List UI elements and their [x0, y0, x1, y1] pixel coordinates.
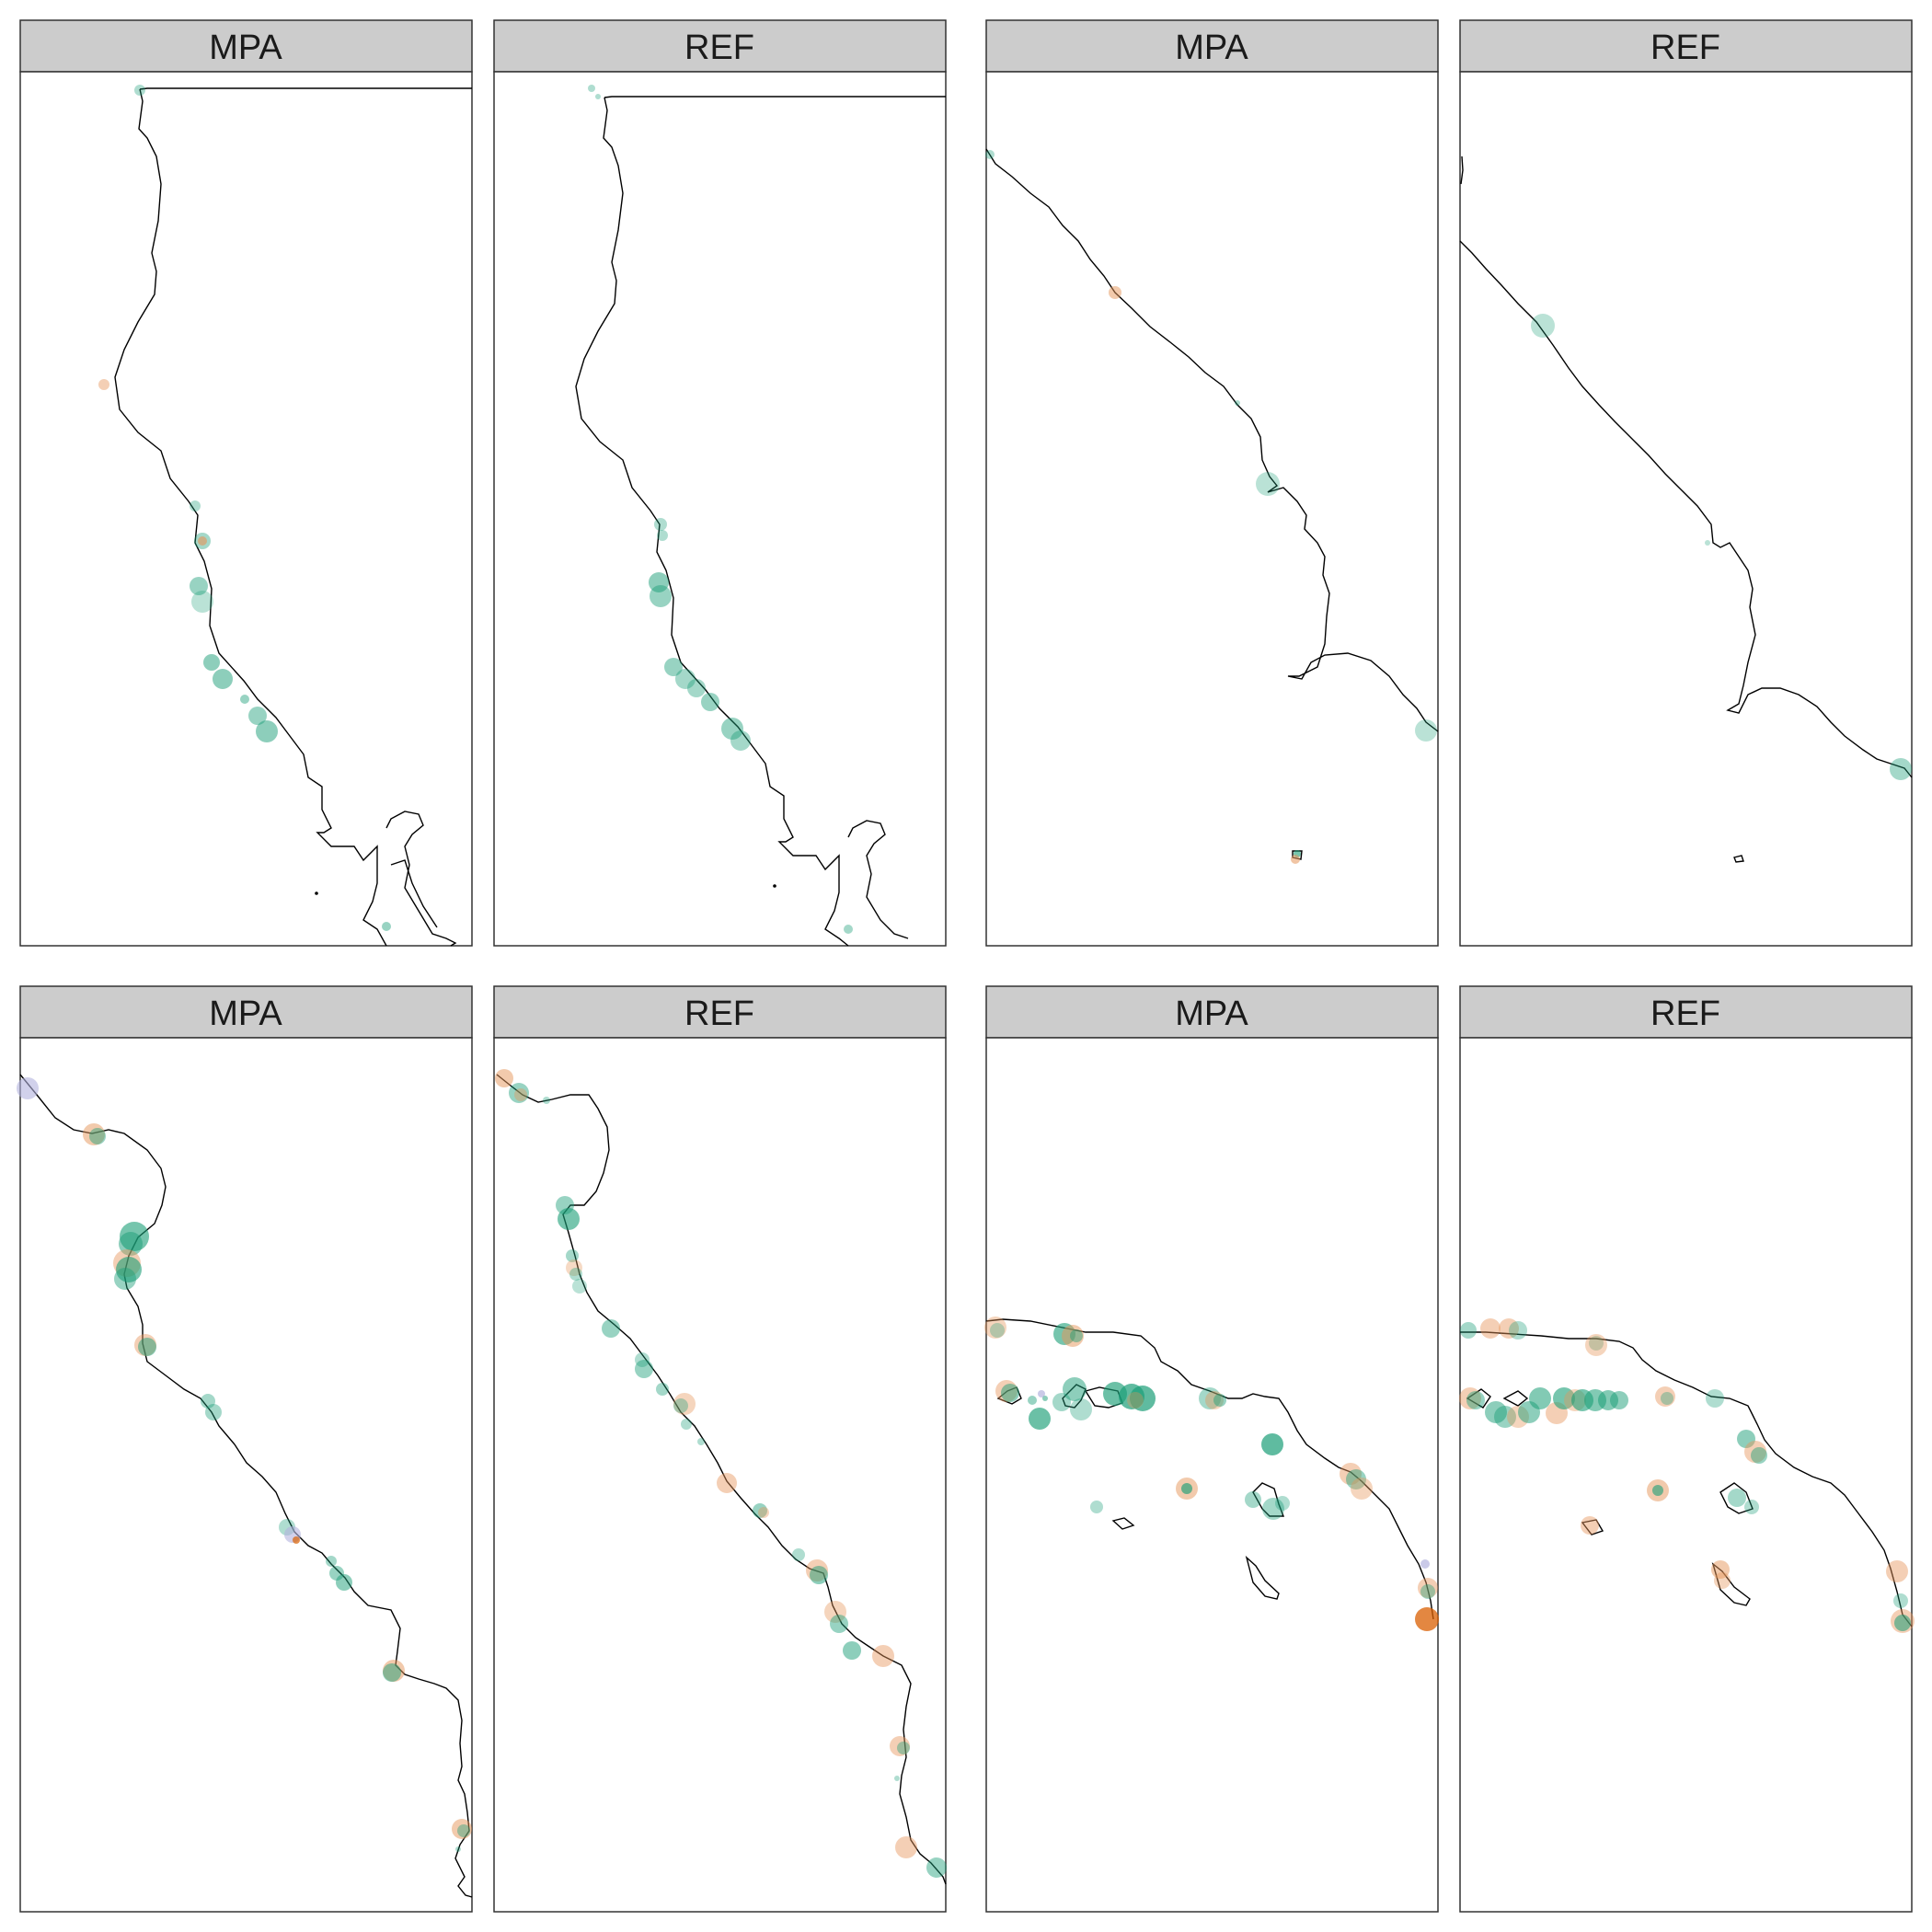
coastline-r1p4 [1459, 155, 1913, 863]
strip-label-r2p3: MPA [1175, 995, 1248, 1033]
strip-r1p2 [493, 19, 947, 73]
strip-label-r1p4: REF [1650, 29, 1720, 67]
sites-r2p1 [17, 1077, 472, 1852]
strip-label-r2p4: REF [1650, 995, 1720, 1033]
sites-r1p2 [588, 85, 853, 934]
coastline-r2p1 [19, 1074, 473, 1898]
panel-r1p2: REF [493, 19, 947, 947]
coastline-r1p2 [575, 96, 946, 947]
coastline-r1p1 [114, 87, 472, 947]
panel-r1p3: MPA [985, 19, 1439, 947]
strip-r1p1 [19, 19, 473, 73]
strip-label-r1p1: MPA [209, 29, 282, 67]
sites-r1p1 [98, 85, 391, 931]
panel-r2p2: REF [493, 985, 947, 1913]
sites-r1p4 [1531, 314, 1912, 780]
map-frame-r1p3 [985, 71, 1439, 947]
map-frame-r2p2 [493, 1037, 947, 1913]
strip-label-r1p3: MPA [1175, 29, 1248, 67]
strip-r2p1 [19, 985, 473, 1039]
strip-label-r1p2: REF [684, 29, 754, 67]
map-frame-r1p1 [19, 71, 473, 947]
strip-label-r2p2: REF [684, 995, 754, 1033]
coastline-r2p2 [496, 1074, 947, 1885]
sites-r2p3 [984, 1317, 1439, 1631]
strip-r1p4 [1459, 19, 1913, 73]
sites-r2p2 [495, 1069, 947, 1878]
panel-r2p1: MPA [17, 985, 473, 1913]
panel-r2p4: REF [1459, 985, 1915, 1913]
panel-r2p3: MPA [984, 985, 1439, 1913]
strip-r2p2 [493, 985, 947, 1039]
strip-label-r2p1: MPA [209, 995, 282, 1033]
map-frame-r2p4 [1459, 1037, 1913, 1913]
map-frame-r1p2 [493, 71, 947, 947]
map-frame-r2p1 [19, 1037, 473, 1913]
sites-r1p3 [985, 150, 1437, 864]
map-frame-r2p3 [985, 1037, 1439, 1913]
panel-r1p4: REF [1459, 19, 1913, 947]
sites-r2p4 [1459, 1318, 1915, 1633]
strip-r1p3 [985, 19, 1439, 73]
panel-r1p1: MPA [19, 19, 473, 947]
map-frame-r1p4 [1459, 71, 1913, 947]
